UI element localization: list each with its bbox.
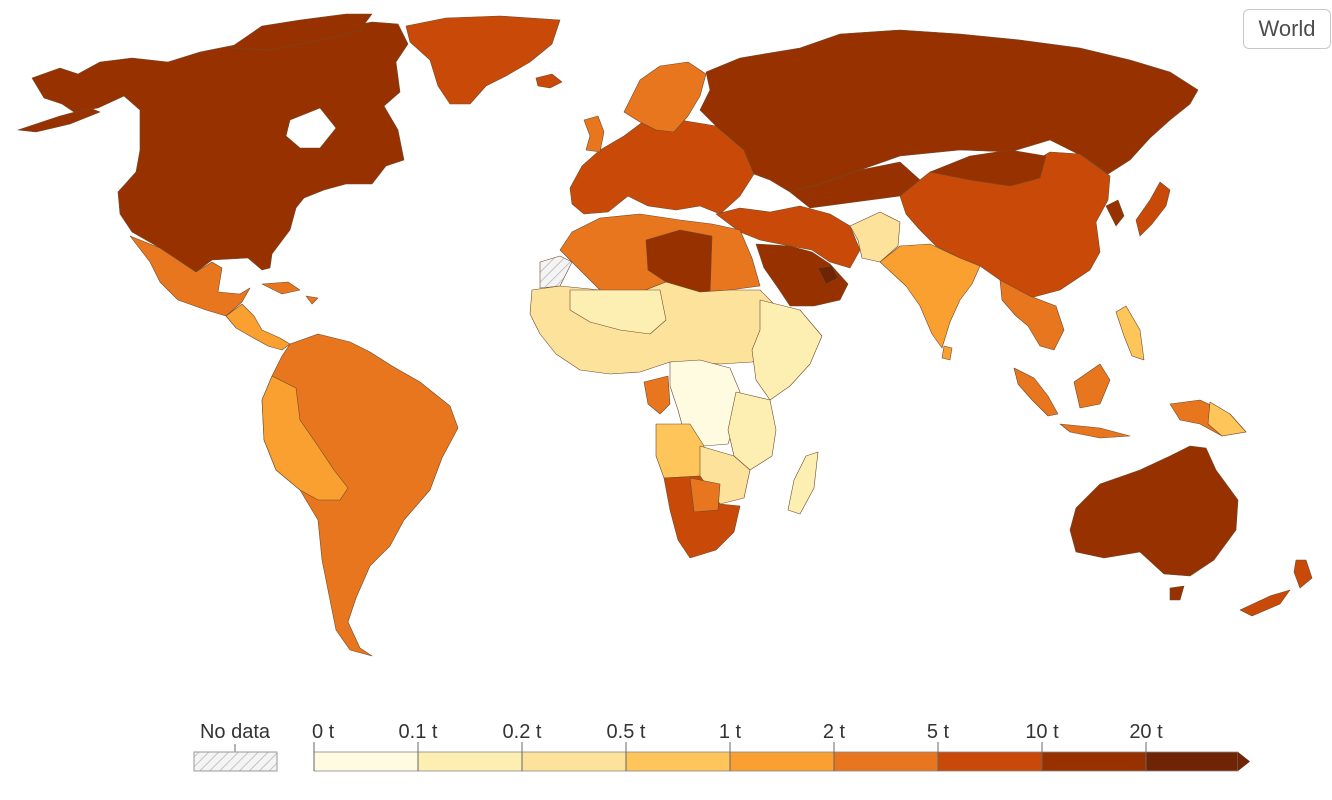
region-korea[interactable] [1105, 199, 1125, 227]
legend-bin-2[interactable] [521, 751, 627, 772]
legend-tick-label: 0.1 t [399, 721, 438, 743]
legend-bins: 0 t 0.1 t 0.2 t 0.5 t 1 t 2 t 5 t 10 t 20 t [312, 721, 1250, 772]
region-west-africa-light[interactable] [569, 289, 667, 335]
region-tasmania[interactable] [1169, 585, 1185, 601]
region-south-america[interactable] [261, 333, 459, 657]
legend-bin-5[interactable] [833, 751, 939, 772]
legend-overflow-arrow [1238, 752, 1250, 771]
region-philippines[interactable] [1115, 305, 1145, 361]
legend-bin-3[interactable] [625, 751, 731, 772]
region-indonesia[interactable] [1013, 363, 1131, 439]
region-gulf-states[interactable] [817, 265, 839, 285]
legend-tick-label: 5 t [927, 721, 950, 743]
legend-bin-0[interactable] [313, 751, 419, 772]
region-mongolia[interactable] [929, 149, 1047, 187]
region-botswana[interactable] [689, 477, 721, 513]
region-uk[interactable] [583, 115, 605, 153]
region-central-america[interactable] [225, 303, 291, 351]
region-greenland[interactable] [405, 15, 561, 105]
legend-no-data-label: No data [200, 721, 271, 743]
region-gabon-congo[interactable] [643, 375, 671, 415]
hudson-bay [285, 107, 337, 149]
region-selector-button[interactable]: World [1243, 9, 1331, 49]
region-alaska-tail[interactable] [17, 107, 101, 133]
legend-bin-6[interactable] [937, 751, 1043, 772]
region-australia[interactable] [1069, 445, 1239, 577]
region-andes[interactable] [261, 375, 349, 501]
legend-bin-8[interactable] [1145, 751, 1239, 772]
legend-tick-label: 2 t [823, 721, 846, 743]
legend-tick-label: 0 t [312, 721, 335, 743]
legend-tick-label: 1 t [719, 721, 742, 743]
region-afghanistan-pakistan[interactable] [849, 211, 901, 263]
region-arctic-islands[interactable] [229, 13, 373, 51]
legend-bin-7[interactable] [1041, 751, 1147, 772]
region-japan[interactable] [1135, 181, 1171, 237]
region-caribbean[interactable] [261, 281, 319, 305]
region-sri-lanka[interactable] [941, 345, 953, 361]
region-iceland[interactable] [535, 73, 563, 89]
region-southeast-asia[interactable] [999, 279, 1065, 351]
legend-tick-label: 20 t [1129, 721, 1163, 743]
region-north-america[interactable] [31, 21, 409, 273]
map-land [17, 13, 1313, 657]
region-png[interactable] [1207, 401, 1247, 437]
region-russia[interactable] [699, 29, 1199, 193]
region-horn-of-africa[interactable] [751, 299, 823, 401]
legend-bin-4[interactable] [729, 751, 835, 772]
region-middle-east[interactable] [715, 205, 861, 269]
region-mexico[interactable] [129, 235, 251, 317]
region-scandinavia[interactable] [623, 61, 707, 133]
legend: No data 0 t 0.1 t 0.2 t 0.5 t 1 t 2 t 5 t 10 t 2… [193, 721, 1250, 772]
region-madagascar[interactable] [787, 451, 819, 515]
legend-tick-label: 0.2 t [503, 721, 542, 743]
region-western-sahara[interactable] [539, 255, 573, 289]
region-saudi-arabia[interactable] [755, 243, 849, 307]
legend-tick-label: 0.5 t [607, 721, 646, 743]
region-new-zealand[interactable] [1239, 559, 1313, 617]
legend-bin-1[interactable] [417, 751, 523, 772]
legend-tick-label: 10 t [1025, 721, 1059, 743]
region-europe[interactable] [569, 111, 755, 215]
region-india[interactable] [879, 243, 981, 349]
region-east-africa[interactable] [727, 391, 777, 471]
legend-no-data-swatch [193, 751, 278, 772]
